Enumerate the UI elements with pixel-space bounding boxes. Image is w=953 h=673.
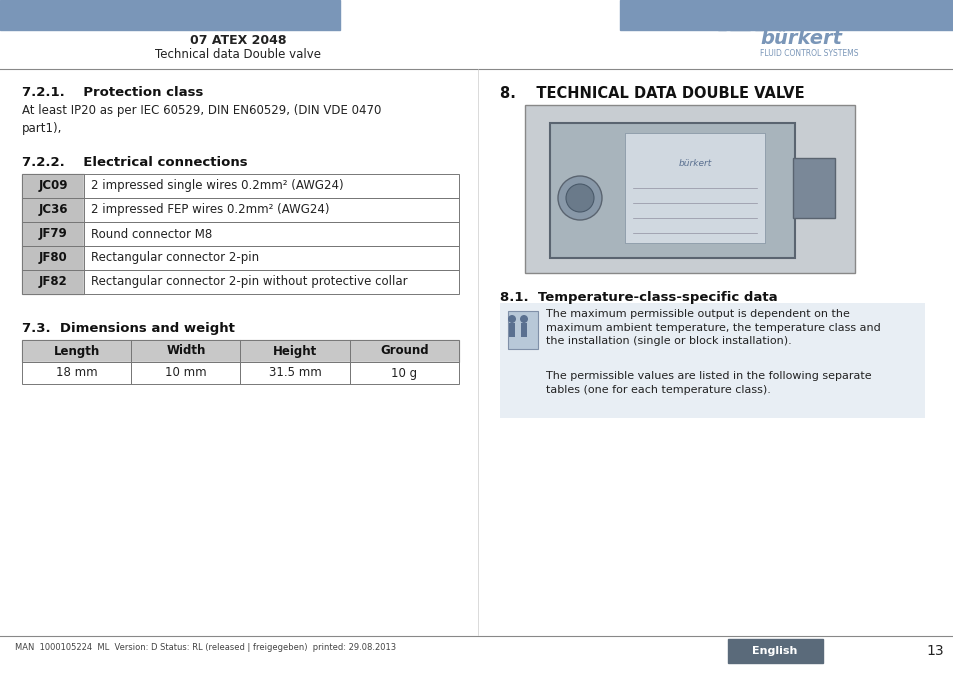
Bar: [499, 303, 924, 418]
Text: JF80: JF80: [38, 252, 68, 264]
Bar: [22, 340, 132, 362]
Bar: [240, 340, 350, 362]
Text: Ground: Ground: [379, 345, 428, 357]
Bar: [520, 323, 526, 337]
Bar: [84, 270, 458, 294]
Bar: [240, 362, 350, 384]
Bar: [22, 222, 84, 246]
Text: 7.2.1.    Protection class: 7.2.1. Protection class: [22, 86, 203, 99]
Bar: [792, 158, 834, 218]
Bar: [22, 198, 84, 222]
Text: Round connector M8: Round connector M8: [91, 227, 212, 240]
Bar: [619, 0, 953, 30]
Bar: [132, 340, 240, 362]
Bar: [22, 198, 458, 222]
Text: Height: Height: [273, 345, 317, 357]
Bar: [718, 20, 917, 24]
Text: bürkert: bürkert: [760, 30, 841, 48]
Circle shape: [558, 176, 601, 220]
Text: bürkert: bürkert: [678, 159, 711, 168]
Bar: [22, 174, 84, 198]
Bar: [350, 340, 458, 362]
Bar: [729, 25, 749, 30]
Bar: [509, 323, 515, 337]
Bar: [350, 362, 458, 384]
Bar: [350, 362, 458, 384]
Text: 10 mm: 10 mm: [165, 367, 207, 380]
Bar: [240, 362, 350, 384]
Bar: [84, 174, 458, 198]
Bar: [624, 133, 764, 243]
Text: 8.1.  Temperature-class-specific data: 8.1. Temperature-class-specific data: [499, 291, 777, 304]
Text: 18 mm: 18 mm: [56, 367, 97, 380]
Bar: [0, 0, 339, 30]
Bar: [132, 362, 240, 384]
Bar: [727, 639, 822, 663]
Text: 2 impressed FEP wires 0.2mm² (AWG24): 2 impressed FEP wires 0.2mm² (AWG24): [91, 203, 329, 217]
Text: 07 ATEX 2048: 07 ATEX 2048: [190, 34, 286, 46]
Text: 13: 13: [925, 644, 943, 658]
Text: JF82: JF82: [38, 275, 68, 289]
Text: 7.3.  Dimensions and weight: 7.3. Dimensions and weight: [22, 322, 234, 335]
Bar: [350, 340, 458, 362]
Bar: [240, 340, 350, 362]
Circle shape: [507, 315, 516, 323]
Bar: [22, 362, 132, 384]
Bar: [132, 362, 240, 384]
Bar: [22, 246, 84, 270]
Bar: [22, 174, 458, 198]
Text: Rectangular connector 2-pin without protective collar: Rectangular connector 2-pin without prot…: [91, 275, 407, 289]
Bar: [22, 246, 458, 270]
Text: The permissible values are listed in the following separate
tables (one for each: The permissible values are listed in the…: [545, 371, 871, 394]
Text: Technical data Double valve: Technical data Double valve: [154, 48, 320, 61]
Text: At least IP20 as per IEC 60529, DIN EN60529, (DIN VDE 0470
part1),: At least IP20 as per IEC 60529, DIN EN60…: [22, 104, 381, 135]
Bar: [22, 340, 132, 362]
Text: The maximum permissible output is dependent on the
maximum ambient temperature, : The maximum permissible output is depend…: [545, 309, 880, 346]
Bar: [22, 270, 458, 294]
Circle shape: [565, 184, 594, 212]
Bar: [84, 198, 458, 222]
Bar: [507, 311, 537, 349]
Bar: [132, 340, 240, 362]
Text: Width: Width: [166, 345, 205, 357]
Bar: [754, 25, 762, 30]
Bar: [22, 222, 458, 246]
Bar: [22, 362, 132, 384]
Bar: [524, 105, 854, 273]
Text: MAN  1000105224  ML  Version: D Status: RL (released | freigegeben)  printed: 29: MAN 1000105224 ML Version: D Status: RL …: [15, 643, 395, 653]
Text: 2 impressed single wires 0.2mm² (AWG24): 2 impressed single wires 0.2mm² (AWG24): [91, 180, 343, 192]
Text: English: English: [752, 646, 797, 656]
Text: 31.5 mm: 31.5 mm: [269, 367, 321, 380]
Circle shape: [519, 315, 527, 323]
Text: FLUID CONTROL SYSTEMS: FLUID CONTROL SYSTEMS: [760, 48, 858, 57]
Text: Rectangular connector 2-pin: Rectangular connector 2-pin: [91, 252, 259, 264]
Text: JC36: JC36: [38, 203, 68, 217]
Text: 7.2.2.    Electrical connections: 7.2.2. Electrical connections: [22, 156, 248, 169]
Text: 8.    TECHNICAL DATA DOUBLE VALVE: 8. TECHNICAL DATA DOUBLE VALVE: [499, 86, 803, 101]
Text: Length: Length: [53, 345, 100, 357]
Bar: [22, 270, 84, 294]
Text: JC09: JC09: [38, 180, 68, 192]
Text: JF79: JF79: [38, 227, 68, 240]
Bar: [84, 222, 458, 246]
Bar: [84, 246, 458, 270]
Bar: [718, 25, 725, 30]
Text: 10 g: 10 g: [391, 367, 417, 380]
Bar: [550, 123, 794, 258]
